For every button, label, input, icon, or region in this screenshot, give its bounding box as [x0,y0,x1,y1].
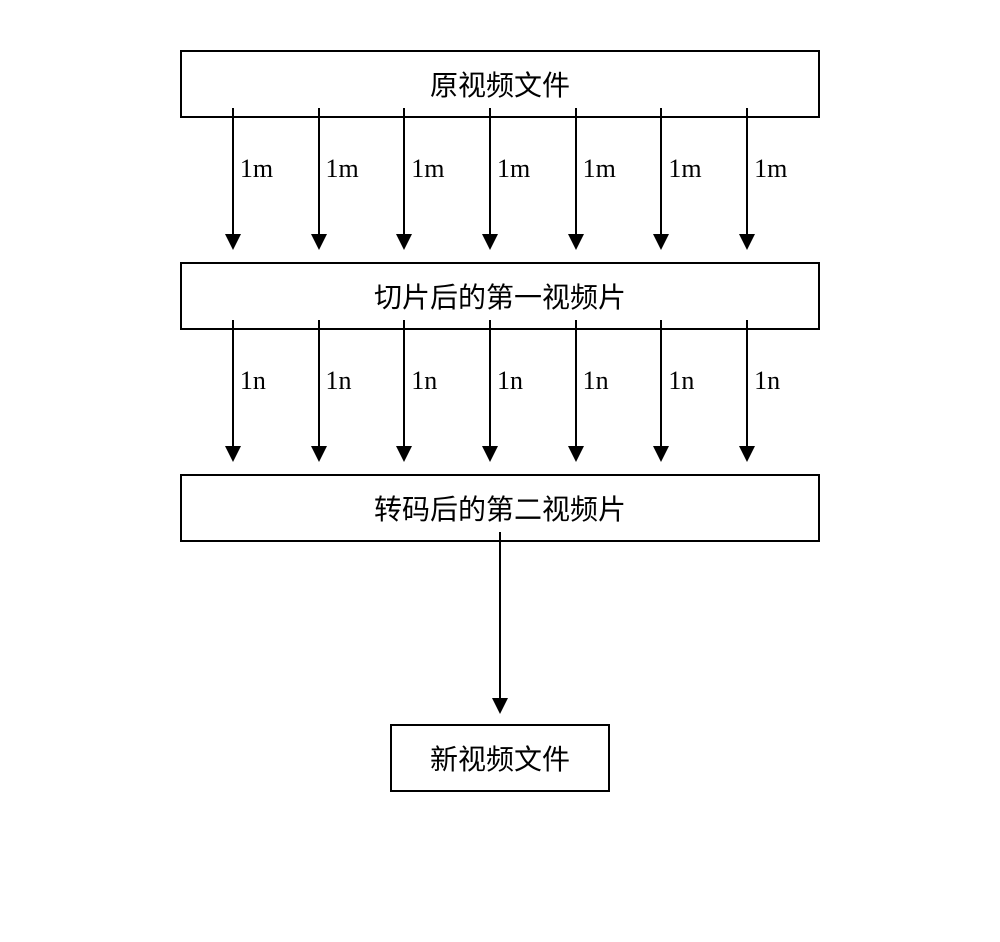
arrow-transcode-2: 1n [403,320,405,460]
arrow-slice-5: 1m [660,108,662,248]
arrow-transcode-label-2: 1n [411,366,437,396]
arrow-slice-3: 1m [489,108,491,248]
arrow-slice-4: 1m [575,108,577,248]
arrow-transcode-0: 1n [232,320,234,460]
arrow-transcode-label-5: 1n [668,366,694,396]
arrow-slice-label-1: 1m [326,154,359,184]
box-source-label: 原视频文件 [430,71,570,102]
arrow-slice-label-6: 1m [754,154,787,184]
box-sliced-label: 切片后的第一视频片 [374,283,626,314]
arrow-slice-label-4: 1m [583,154,616,184]
arrow-transcode-label-6: 1n [754,366,780,396]
arrow-slice-0: 1m [232,108,234,248]
arrow-slice-label-3: 1m [497,154,530,184]
arrow-group-slice: 1m 1m 1m 1m 1m 1m 1m [190,108,790,248]
arrow-slice-label-5: 1m [668,154,701,184]
arrow-transcode-label-1: 1n [326,366,352,396]
arrow-transcode-4: 1n [575,320,577,460]
box-output-label: 新视频文件 [430,745,570,776]
arrow-transcode-5: 1n [660,320,662,460]
box-output: 新视频文件 [390,724,610,792]
arrow-transcode-label-4: 1n [583,366,609,396]
arrow-transcode-6: 1n [746,320,748,460]
box-transcoded-label: 转码后的第二视频片 [374,495,626,526]
arrow-slice-2: 1m [403,108,405,248]
arrow-slice-label-0: 1m [240,154,273,184]
arrow-transcode-3: 1n [489,320,491,460]
arrow-merge [499,532,501,712]
arrow-transcode-1: 1n [318,320,320,460]
arrow-slice-1: 1m [318,108,320,248]
arrow-transcode-label-3: 1n [497,366,523,396]
arrow-group-transcode: 1n 1n 1n 1n 1n 1n 1n [190,320,790,460]
arrow-slice-label-2: 1m [411,154,444,184]
arrow-slice-6: 1m [746,108,748,248]
arrow-transcode-label-0: 1n [240,366,266,396]
